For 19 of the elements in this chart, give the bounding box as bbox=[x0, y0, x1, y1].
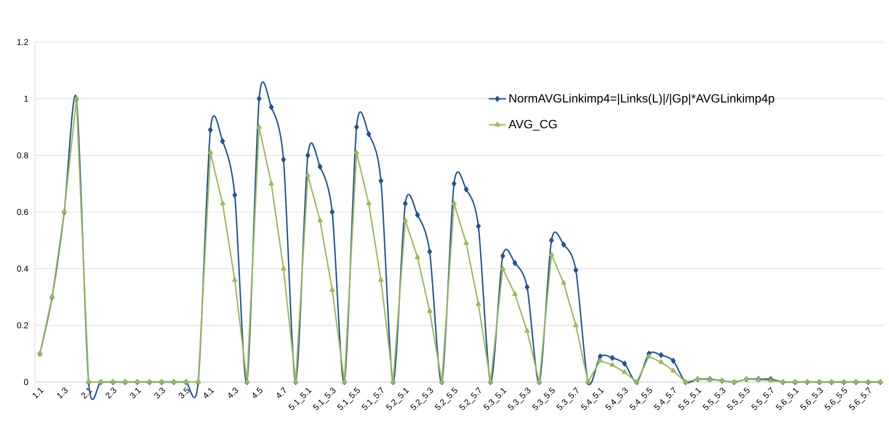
x-tick-label: 4.5 bbox=[252, 387, 262, 398]
y-tick-label: 0.8 bbox=[17, 152, 28, 158]
y-tick-label: 0.2 bbox=[17, 322, 28, 328]
y-tick-label: 0.4 bbox=[17, 266, 28, 272]
y-tick-label: 1.2 bbox=[17, 39, 28, 45]
x-tick-label: 1.3 bbox=[57, 388, 68, 399]
x-tick-label: 2.3 bbox=[106, 388, 116, 399]
y-tick-label: 0 bbox=[24, 379, 28, 385]
y-tick-label: 0.6 bbox=[17, 209, 28, 215]
x-tick-label: 3.1 bbox=[130, 388, 142, 398]
x-tick-label: 4.3 bbox=[228, 388, 238, 398]
x-tick-label: 3.5 bbox=[178, 387, 190, 398]
x-tick-label: 4.7 bbox=[277, 386, 286, 398]
x-tick-label: 4.1 bbox=[204, 388, 214, 398]
x-tick-label: 1.1 bbox=[32, 388, 44, 399]
legend-label: AVG_CG bbox=[508, 120, 557, 131]
x-tick-label: 3.3 bbox=[154, 388, 165, 398]
y-tick-label: 1 bbox=[24, 96, 28, 102]
legend-label: NormAVGLinkimp4=|Links(L)|/|Gp|*AVGLinkimp4p bbox=[510, 94, 774, 105]
